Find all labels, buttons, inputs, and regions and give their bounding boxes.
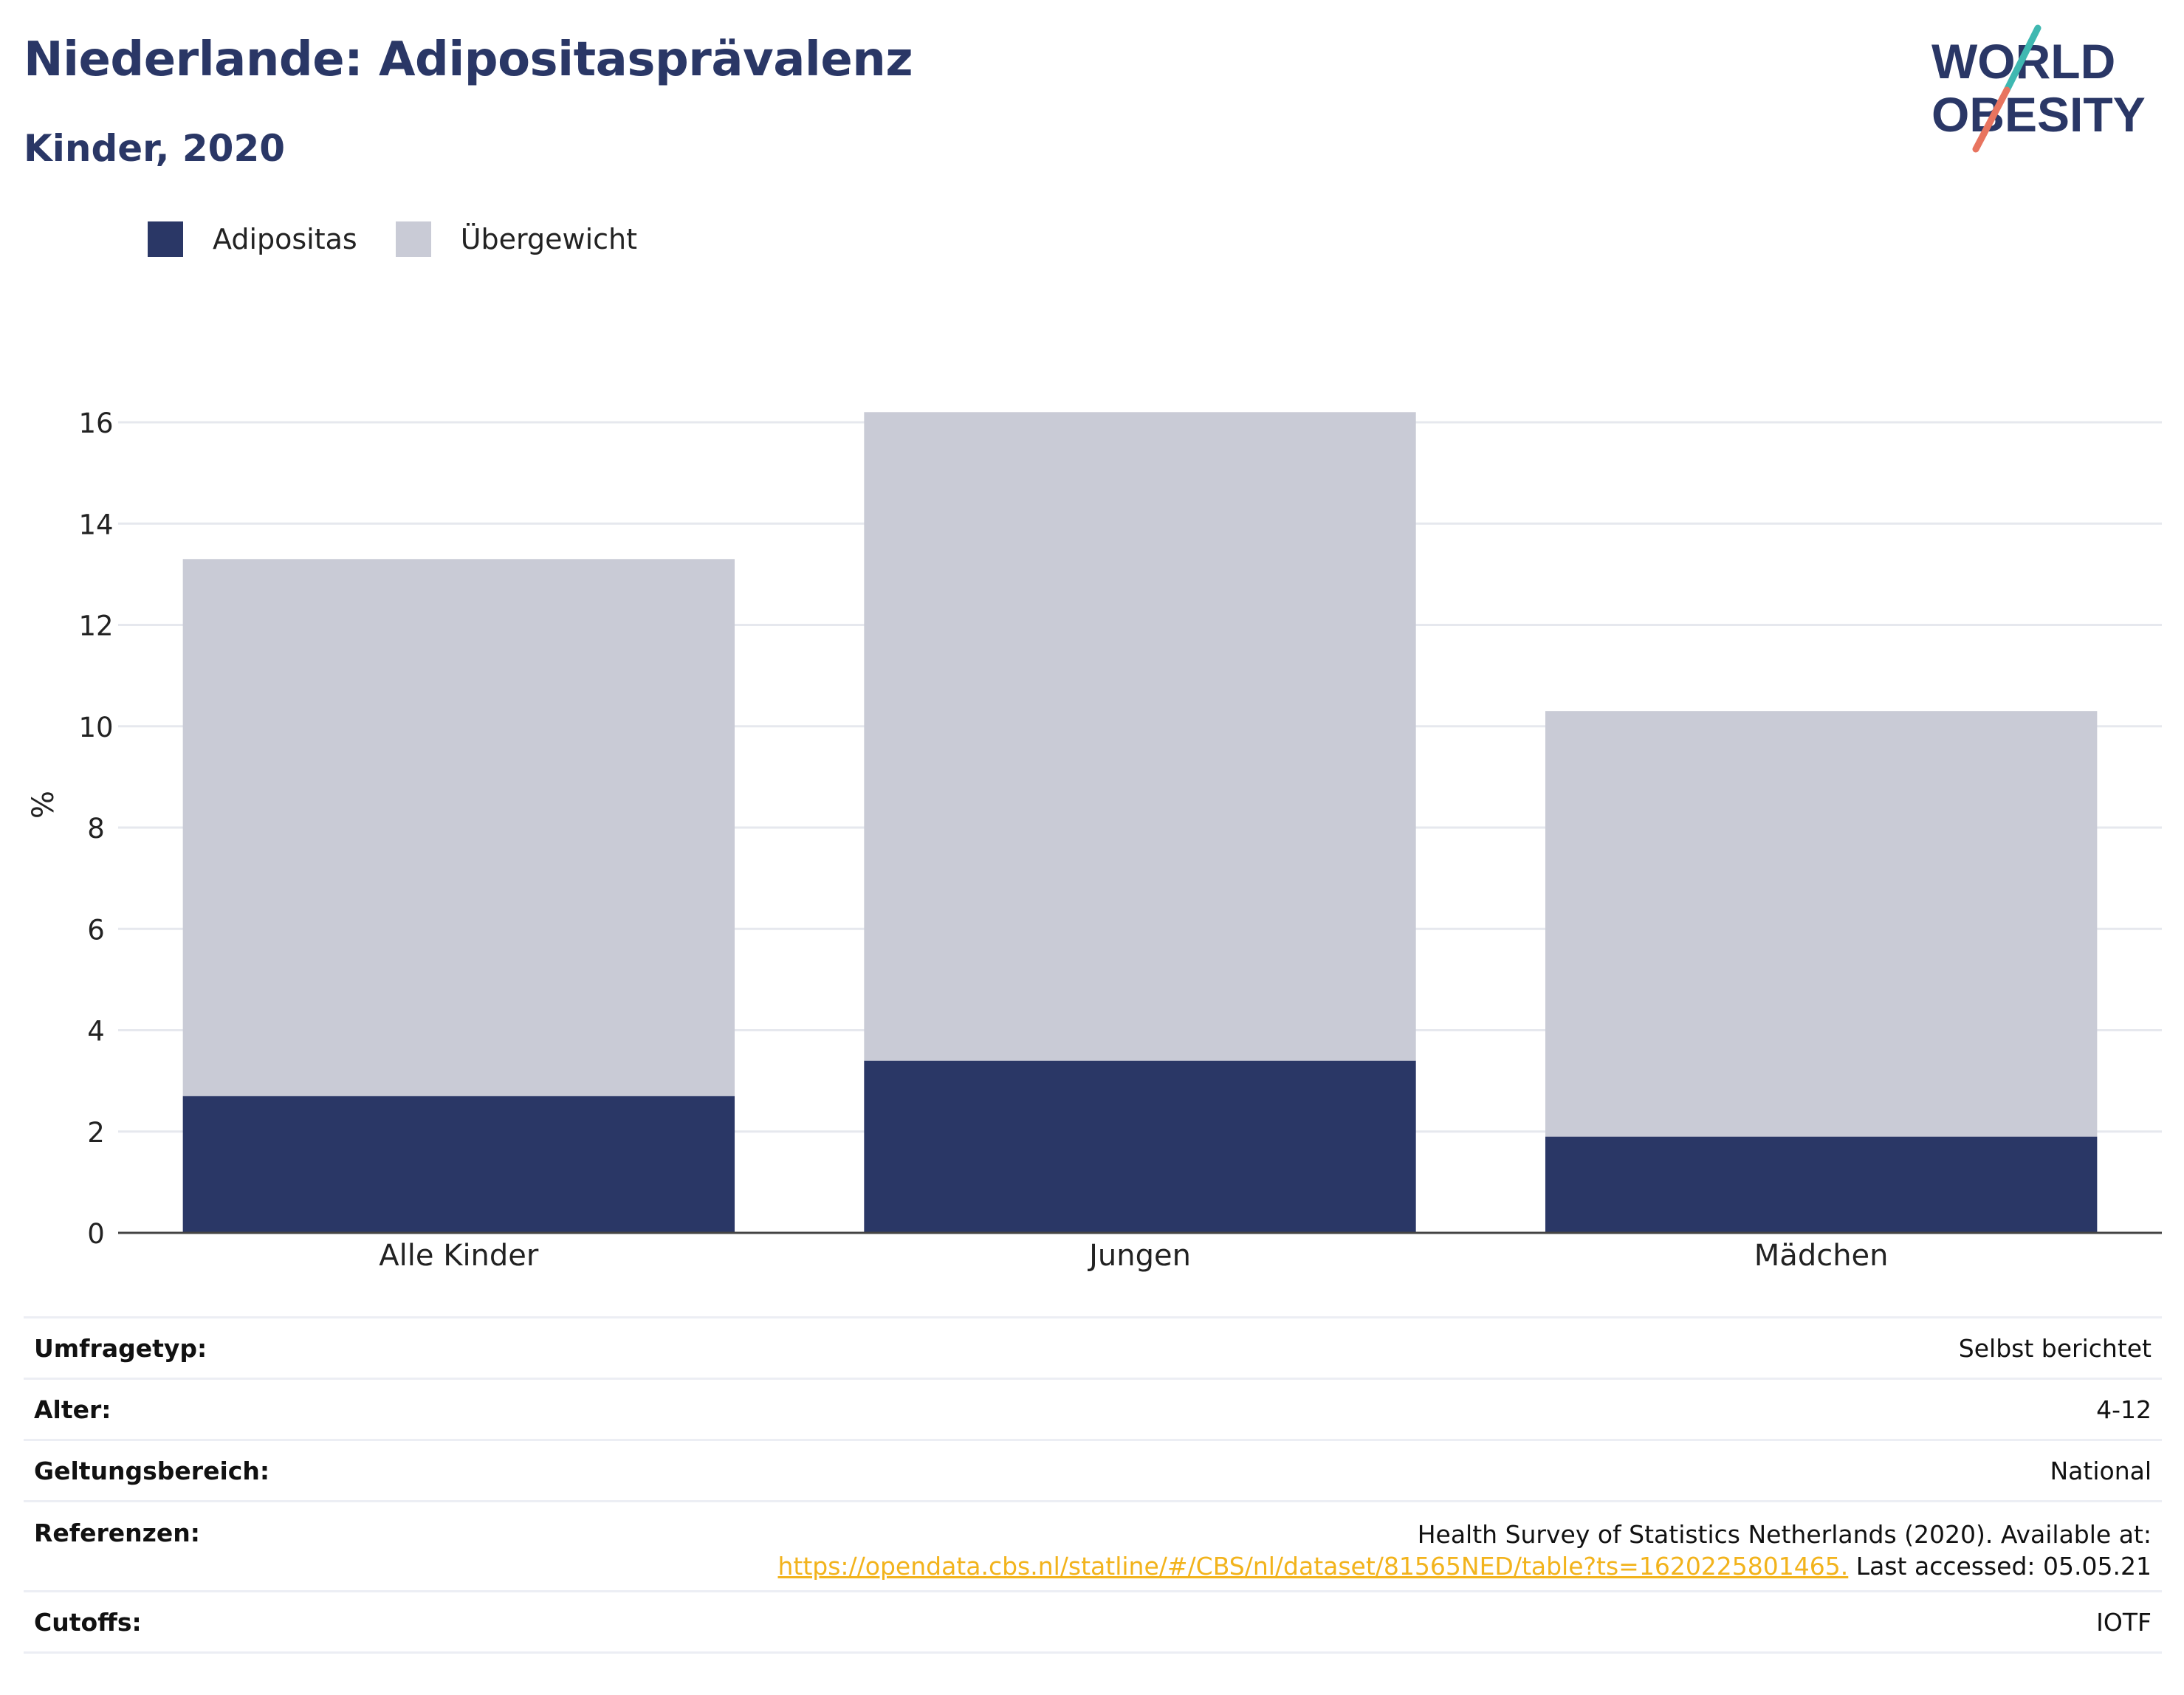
logo-slash-top (2003, 24, 2042, 94)
reference-link[interactable]: https://opendata.cbs.nl/statline/#/CBS/n… (777, 1552, 1849, 1581)
y-tick-label: 4 (87, 1016, 105, 1048)
bar-adipositas-1 (864, 1060, 1416, 1233)
y-tick-label: 6 (87, 914, 105, 946)
info-label-umfragetyp: Umfragetyp: (34, 1333, 207, 1363)
bar-adipositas-2 (1545, 1136, 2098, 1233)
legend-label-uebergewicht: Übergewicht (460, 223, 637, 255)
x-tick-label: Mädchen (1754, 1239, 1889, 1273)
chart-subtitle: Kinder, 2020 (24, 127, 286, 170)
info-value-umfragetyp: Selbst berichtet (1958, 1333, 2152, 1363)
x-tick-label: Alle Kinder (379, 1239, 539, 1273)
legend-label-adipositas: Adipositas (213, 223, 357, 255)
info-value-alter: 4-12 (2096, 1395, 2152, 1424)
bar-chart: 0 2 4 6 8 10 12 14 16% Alle Kinder Jungen Mädchen (27, 408, 2162, 1273)
info-row-alter: Alter: 4-12 (24, 1378, 2162, 1439)
legend: Adipositas Übergewicht (148, 219, 676, 260)
y-axis-label: % (27, 791, 61, 819)
y-tick-label: 12 (78, 611, 113, 642)
info-row-geltungsbereich: Geltungsbereich: National (24, 1439, 2162, 1500)
info-value-cutoffs: IOTF (2096, 1607, 2152, 1637)
y-tick-label: 8 (87, 813, 105, 845)
info-value-geltungsbereich: National (2050, 1456, 2152, 1485)
legend-item-adipositas[interactable]: Adipositas (148, 221, 357, 257)
legend-swatch-adipositas (148, 221, 183, 257)
logo-slash-bottom (1972, 86, 2010, 153)
reference-text: Health Survey of Statistics Netherlands … (1417, 1520, 2152, 1549)
legend-item-uebergewicht[interactable]: Übergewicht (395, 221, 637, 257)
y-tick-label: 0 (87, 1218, 105, 1250)
info-row-cutoffs: Cutoffs: IOTF (24, 1590, 2162, 1654)
reference-accessed: Last accessed: 05.05.21 (1848, 1552, 2152, 1581)
logo-line2: OBESITY (1931, 87, 2146, 142)
y-tick-label: 10 (78, 712, 113, 743)
legend-swatch-uebergewicht (395, 221, 431, 257)
y-tick-label: 14 (78, 509, 113, 540)
x-tick-label: Jungen (1087, 1239, 1191, 1273)
bar-adipositas-0 (182, 1096, 735, 1233)
y-tick-label: 16 (78, 408, 113, 439)
info-table: Umfragetyp: Selbst berichtet Alter: 4-12… (24, 1316, 2162, 1654)
info-value-referenzen: Health Survey of Statistics Netherlands … (777, 1519, 2162, 1582)
info-row-referenzen: Referenzen: Health Survey of Statistics … (24, 1500, 2162, 1590)
bar-uebergewicht-1 (864, 412, 1416, 1061)
bar-uebergewicht-2 (1545, 711, 2098, 1137)
info-row-umfragetyp: Umfragetyp: Selbst berichtet (24, 1316, 2162, 1378)
info-label-alter: Alter: (34, 1395, 111, 1424)
y-tick-label: 2 (87, 1117, 105, 1149)
info-label-cutoffs: Cutoffs: (34, 1607, 142, 1637)
bar-uebergewicht-0 (182, 559, 735, 1096)
chart-title: Niederlande: Adipositasprävalenz (24, 32, 913, 87)
info-label-geltungsbereich: Geltungsbereich: (34, 1456, 270, 1485)
info-label-referenzen: Referenzen: (34, 1519, 200, 1547)
world-obesity-logo: WORLD OBESITY (1931, 24, 2146, 153)
